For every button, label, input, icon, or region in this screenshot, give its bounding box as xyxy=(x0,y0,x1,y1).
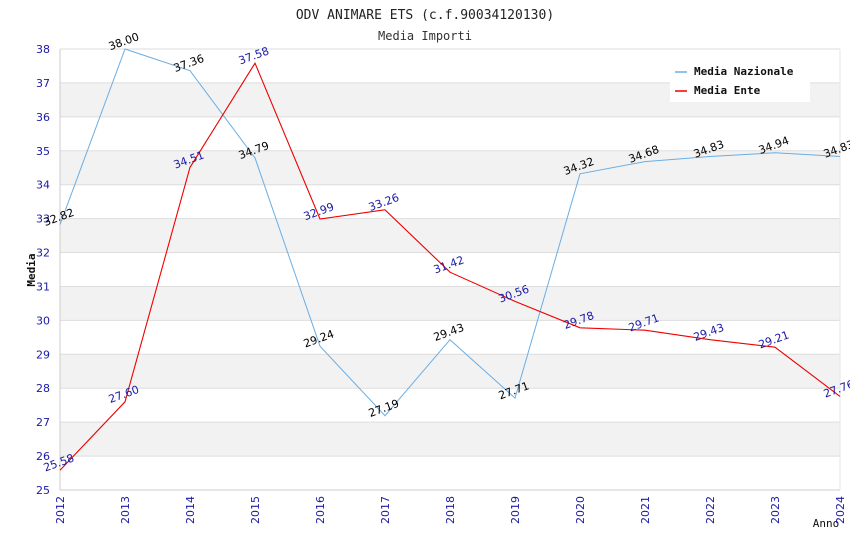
y-tick-label: 37 xyxy=(36,77,50,90)
legend-label-media-ente: Media Ente xyxy=(694,84,761,97)
y-tick-labels: 25 26 27 28 29 30 31 32 33 34 35 36 37 38 xyxy=(36,43,50,497)
chart-title: ODV ANIMARE ETS (c.f.90034120130) xyxy=(296,8,554,23)
plot-band xyxy=(60,456,840,490)
x-axis-label: Anno xyxy=(813,517,840,530)
y-axis-label: Media xyxy=(25,253,38,286)
y-tick-label: 32 xyxy=(36,247,50,260)
legend: Media Nazionale Media Ente xyxy=(670,62,810,102)
y-tick-label: 27 xyxy=(36,416,50,429)
y-tick-label: 35 xyxy=(36,145,50,158)
y-tick-label: 26 xyxy=(36,450,50,463)
y-tick-label: 29 xyxy=(36,348,50,361)
y-tick-label: 33 xyxy=(36,213,50,226)
plot-band xyxy=(60,388,840,423)
grid-lines xyxy=(60,48,840,491)
plot-band xyxy=(60,218,840,253)
x-tick-labels: 2012 2013 2014 2015 2016 2017 2018 2019 2020 2021… xyxy=(54,496,847,524)
x-tick-label: 2016 xyxy=(314,496,327,524)
series-line-media-nazionale xyxy=(59,48,841,417)
plot-band xyxy=(60,286,840,321)
y-tick-label: 28 xyxy=(36,382,50,395)
x-tick-label: 2024 xyxy=(834,496,847,524)
legend-box xyxy=(670,62,810,102)
x-tick-label: 2015 xyxy=(249,496,262,524)
y-tick-label: 25 xyxy=(36,484,50,497)
y-tick-label: 30 xyxy=(36,314,50,327)
y-tick-label: 34 xyxy=(36,179,50,192)
chart-subtitle: Media Importi xyxy=(378,29,472,43)
axes xyxy=(59,49,841,491)
x-tick-label: 2020 xyxy=(574,496,587,524)
plot-band xyxy=(60,252,840,287)
y-tick-label: 36 xyxy=(36,111,50,124)
x-tick-label: 2012 xyxy=(54,496,67,524)
x-tick-label: 2013 xyxy=(119,496,132,524)
plot-band xyxy=(60,354,840,389)
y-tick-label: 38 xyxy=(36,43,50,56)
x-tick-label: 2018 xyxy=(444,496,457,524)
x-tick-label: 2022 xyxy=(704,496,717,524)
plot-band xyxy=(60,320,840,355)
series-line-media-ente xyxy=(59,62,841,471)
x-tick-label: 2021 xyxy=(639,496,652,524)
x-tick-label: 2023 xyxy=(769,496,782,524)
plot-band xyxy=(60,184,840,219)
plot-band xyxy=(60,422,840,457)
series-lines xyxy=(59,48,841,471)
x-tick-label: 2019 xyxy=(509,496,522,524)
legend-label-media-nazionale: Media Nazionale xyxy=(694,65,794,78)
y-tick-label: 31 xyxy=(36,280,50,293)
plot-band xyxy=(60,116,840,151)
x-tick-label: 2017 xyxy=(379,496,392,524)
x-tick-label: 2014 xyxy=(184,496,197,524)
